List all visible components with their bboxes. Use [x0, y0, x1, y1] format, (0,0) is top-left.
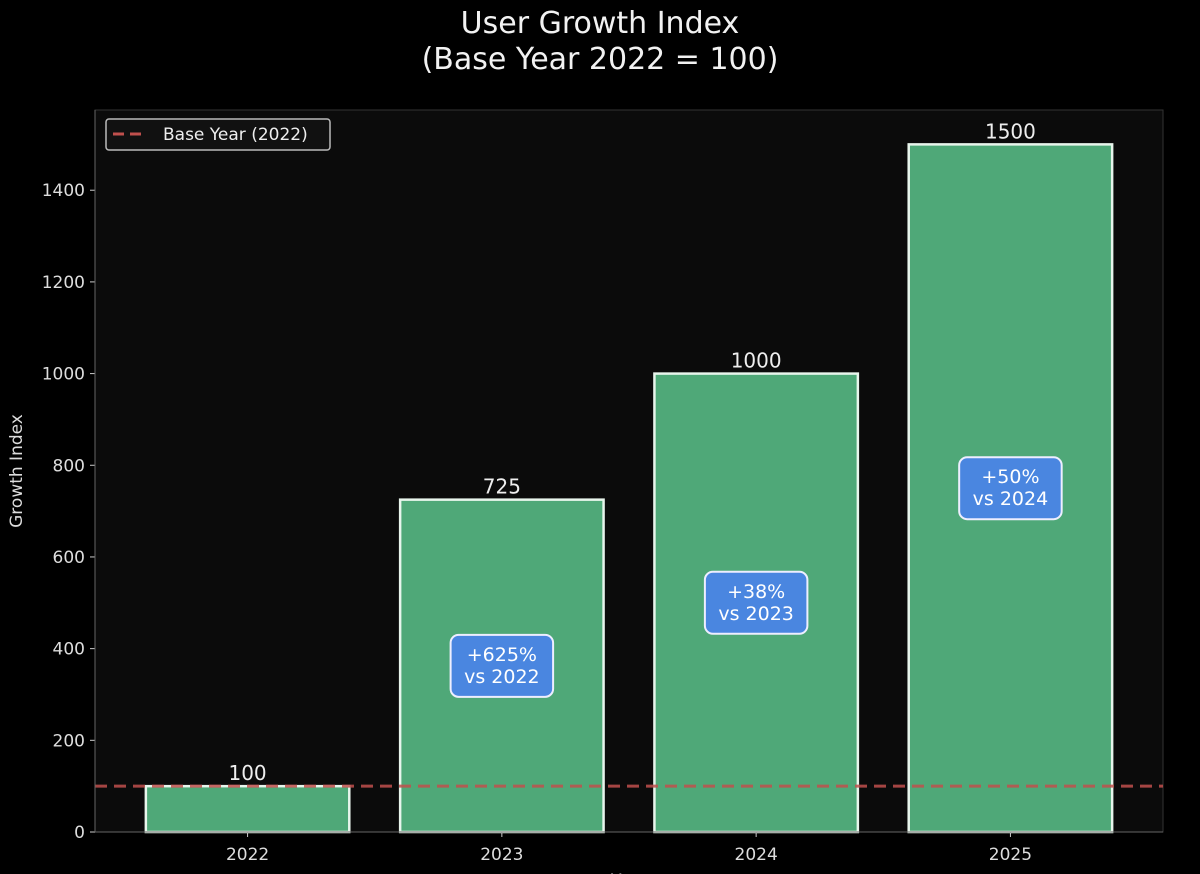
y-tick-label: 0 [74, 823, 85, 843]
x-axis-label: Year [610, 871, 647, 874]
x-tick-label: 2023 [480, 845, 523, 865]
y-tick-label: 200 [53, 731, 85, 751]
y-tick-label: 400 [53, 640, 85, 660]
annotation-box-2023 [449, 633, 555, 698]
y-tick-label: 800 [53, 456, 85, 476]
y-tick-label: 1200 [42, 273, 85, 293]
y-tick-label: 1400 [42, 181, 85, 201]
x-tick-label: 2025 [989, 845, 1032, 865]
data-label-2024: 1000 [731, 349, 782, 373]
x-tick-label: 2024 [735, 845, 778, 865]
annotation-text-2025: +50% vs 2024 [973, 466, 1049, 510]
y-tick-label: 600 [53, 548, 85, 568]
data-label-2025: 1500 [985, 119, 1036, 143]
legend-label: Base Year (2022) [163, 125, 308, 145]
annotation-box-2025 [958, 456, 1063, 521]
data-label-2022: 100 [228, 761, 266, 785]
y-axis-label: Growth Index [7, 414, 27, 528]
chart-title: User Growth Index (Base Year 2022 = 100) [421, 6, 779, 77]
legend [105, 118, 331, 151]
annotation-text-2024: +38% vs 2023 [718, 581, 794, 625]
annotation-box-2024 [703, 570, 809, 635]
x-tick-label: 2022 [226, 845, 269, 865]
annotation-text-2023: +625% vs 2022 [464, 644, 540, 688]
data-label-2023: 725 [483, 475, 521, 499]
y-tick-label: 1000 [42, 365, 85, 385]
bar-2022 [144, 784, 351, 834]
